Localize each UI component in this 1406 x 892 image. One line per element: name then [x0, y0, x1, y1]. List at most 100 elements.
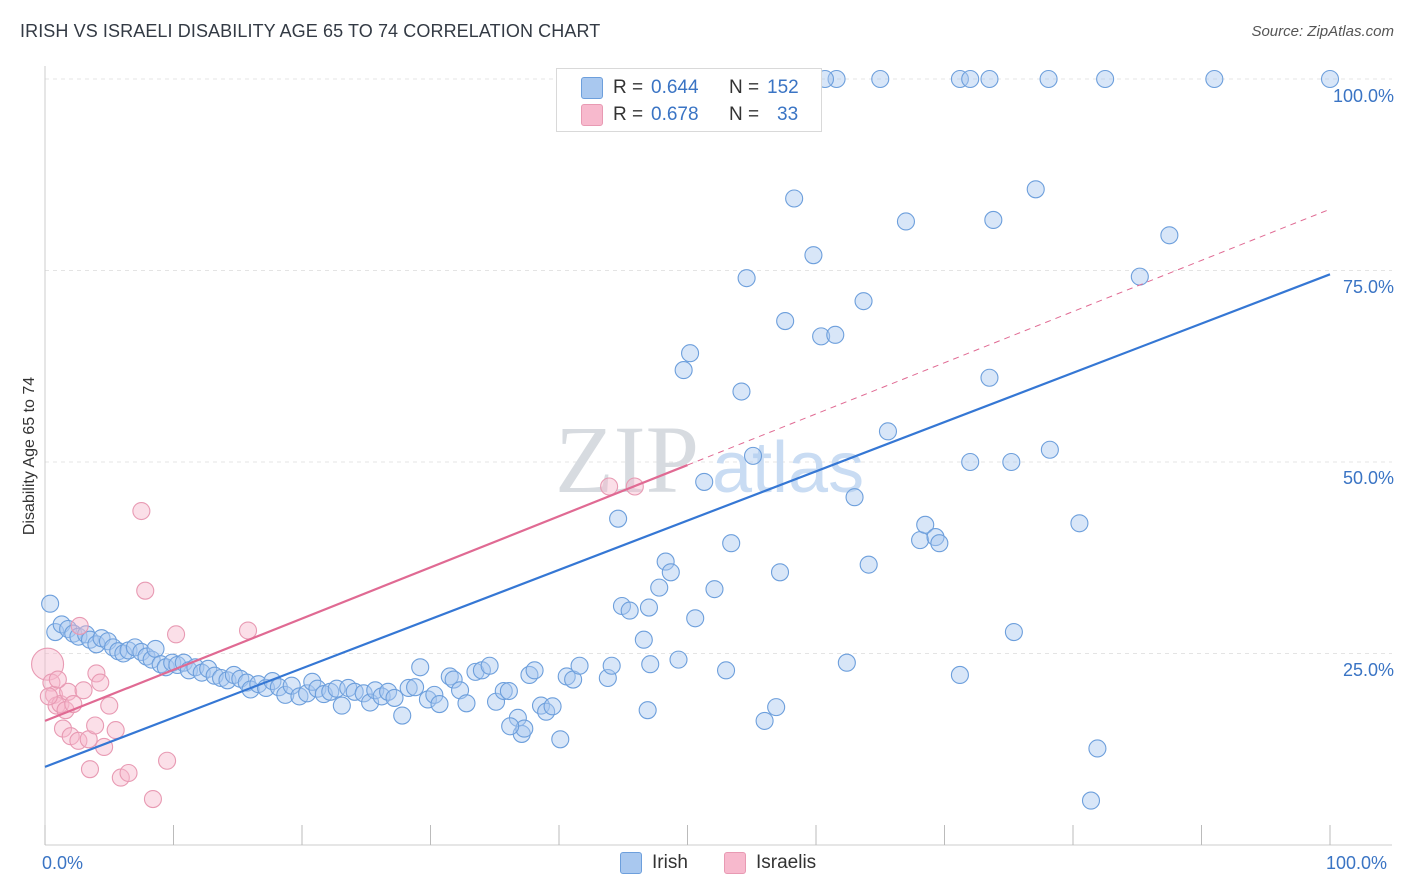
data-point-irish	[345, 682, 364, 701]
data-point-irish	[639, 598, 659, 617]
israelis-swatch-icon	[724, 852, 746, 874]
data-point-israelis	[106, 721, 125, 740]
data-point-irish	[354, 684, 373, 703]
data-point-irish	[854, 292, 873, 311]
data-point-irish	[499, 681, 518, 701]
trend-line-israelis	[44, 464, 688, 722]
data-point-irish	[674, 361, 693, 380]
data-point-irish	[1040, 440, 1059, 459]
data-point-irish	[501, 717, 520, 736]
data-point-irish	[570, 656, 589, 675]
legend-r-label: R =	[613, 104, 644, 125]
data-point-irish	[425, 685, 444, 704]
trend-line-israelis-extension	[687, 208, 1331, 466]
data-point-irish	[804, 246, 823, 265]
data-point-irish	[961, 452, 980, 472]
data-point-irish	[114, 644, 133, 663]
data-point-irish	[961, 69, 980, 89]
data-point-irish	[444, 670, 463, 689]
data-point-irish	[732, 382, 751, 401]
y-tick-label-75: 75.0%	[1342, 277, 1394, 297]
data-point-irish	[332, 696, 351, 715]
data-point-israelis	[167, 625, 186, 644]
data-point-irish	[199, 659, 218, 678]
chart-title: IRISH VS ISRAELI DISABILITY AGE 65 TO 74…	[20, 21, 601, 41]
data-point-irish	[859, 555, 878, 574]
data-point-irish	[1320, 69, 1340, 89]
legend-n-label: N =	[729, 104, 760, 125]
data-point-israelis	[48, 670, 67, 689]
data-point-irish	[543, 697, 562, 716]
data-point-irish	[743, 446, 763, 465]
data-point-irish	[878, 422, 898, 441]
legend-label-irish: Irish	[652, 852, 688, 873]
data-point-irish	[1096, 69, 1115, 89]
data-point-israelis	[119, 763, 138, 783]
watermark-zip: ZIP	[555, 406, 699, 513]
data-point-israelis	[87, 664, 106, 683]
data-point-irish	[41, 594, 60, 613]
source-credit: Source: ZipAtlas.com	[1251, 23, 1394, 40]
data-point-irish	[1130, 267, 1149, 286]
legend-r-label: R =	[613, 77, 644, 98]
trend-line-irish	[44, 273, 1331, 768]
data-point-irish	[716, 661, 736, 680]
data-point-irish	[871, 69, 890, 89]
data-point-irish	[950, 69, 969, 89]
data-point-israelis	[39, 687, 58, 706]
data-point-irish	[930, 534, 949, 553]
data-point-irish	[984, 210, 1003, 229]
data-point-irish	[1088, 739, 1107, 758]
watermark: ZIP atlas	[555, 406, 864, 513]
data-point-irish	[681, 344, 700, 363]
legend-r-value: 0.644	[651, 77, 699, 98]
data-point-israelis	[158, 751, 177, 770]
data-point-irish	[661, 563, 680, 582]
data-point-irish	[812, 327, 831, 346]
data-point-irish	[896, 212, 916, 231]
data-point-irish	[1002, 452, 1021, 472]
irish-swatch-icon	[620, 852, 642, 874]
data-point-irish	[634, 630, 653, 649]
data-point-israelis	[136, 581, 155, 600]
data-point-irish	[1160, 226, 1179, 245]
data-point-irish	[1205, 69, 1224, 89]
data-point-irish	[64, 624, 83, 643]
data-point-irish	[430, 695, 449, 714]
israelis-swatch-icon	[581, 104, 603, 126]
data-point-irish	[695, 472, 714, 491]
data-point-irish	[385, 688, 404, 707]
data-point-irish	[1026, 180, 1045, 199]
legend-n-value: 152	[767, 77, 799, 98]
stats-legend: R = 0.644 N = 152 R = 0.678 N = 33	[556, 68, 822, 132]
x-tick-label-min: 0.0%	[42, 853, 84, 873]
data-point-israelis	[31, 647, 65, 681]
data-point-israelis	[238, 621, 258, 640]
data-point-irish	[950, 665, 969, 684]
data-point-irish	[980, 69, 999, 89]
data-point-irish	[911, 531, 930, 550]
data-point-israelis	[600, 477, 619, 496]
data-point-israelis	[132, 501, 151, 521]
data-point-irish	[767, 698, 786, 717]
x-tick-label-max: 100.0%	[1326, 853, 1388, 873]
data-point-irish	[656, 552, 675, 571]
data-point-irish	[515, 719, 534, 738]
data-point-irish	[1081, 791, 1101, 810]
data-point-israelis	[143, 789, 162, 809]
data-point-israelis	[53, 719, 73, 738]
data-point-irish	[146, 639, 165, 658]
series-israelis	[31, 477, 644, 809]
data-point-irish	[980, 368, 999, 387]
data-point-irish	[776, 312, 795, 331]
data-point-irish	[770, 563, 790, 582]
data-point-irish	[406, 678, 425, 697]
data-point-irish	[737, 269, 756, 288]
data-point-irish	[705, 580, 724, 599]
data-point-irish	[480, 656, 499, 675]
data-point-irish	[650, 578, 669, 597]
data-point-irish	[826, 325, 845, 344]
data-point-israelis	[70, 616, 89, 635]
data-point-irish	[837, 653, 856, 672]
